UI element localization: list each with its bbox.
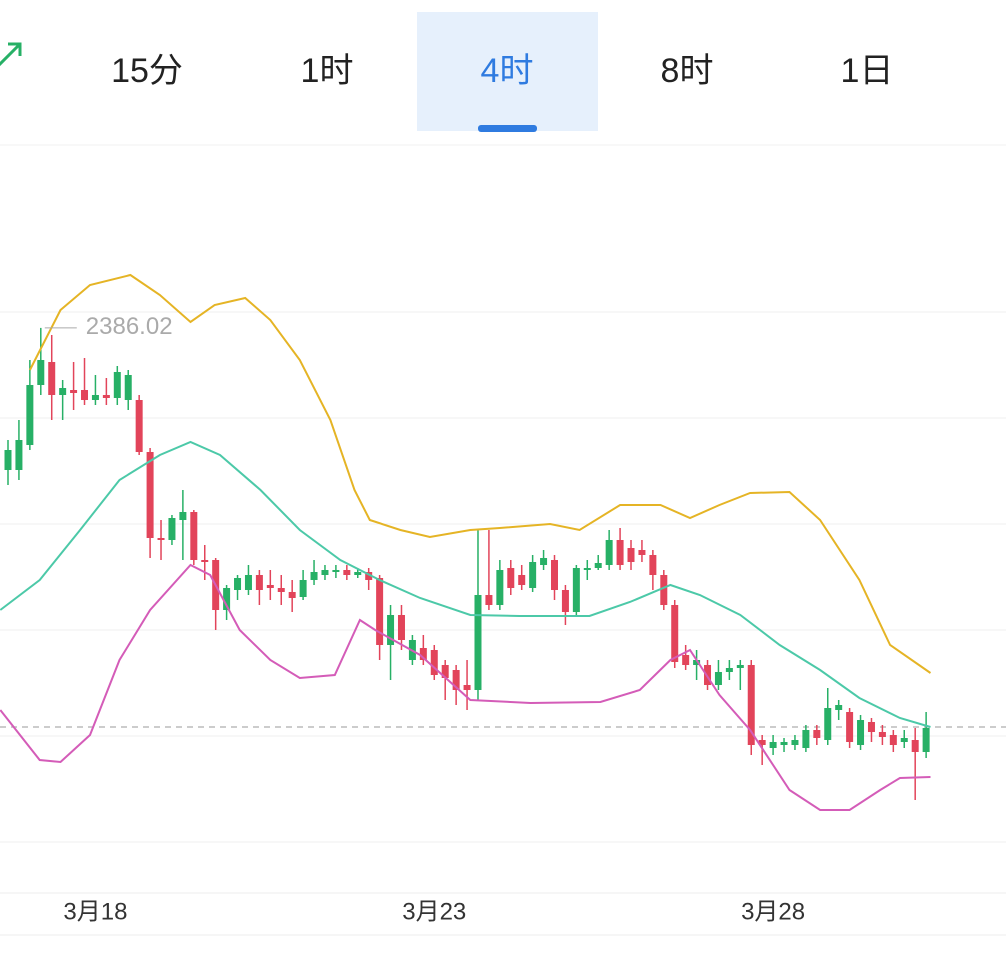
x-tick-label: 3月28 — [741, 898, 805, 925]
candle-body — [857, 720, 865, 745]
candle-body — [387, 615, 395, 645]
candle-body — [201, 560, 209, 562]
candle-body — [354, 572, 362, 575]
candle-body — [299, 580, 307, 597]
candle-body — [223, 588, 231, 610]
candle-body — [518, 575, 526, 585]
candle-body — [867, 722, 875, 732]
candle-body — [736, 665, 744, 668]
candle-body — [376, 578, 384, 645]
candle-body — [37, 360, 45, 385]
band-line — [0, 563, 931, 811]
candle-body — [551, 560, 558, 590]
candle-body — [747, 665, 755, 745]
candle-body — [135, 400, 143, 452]
candle-body — [671, 605, 679, 662]
candle-body — [321, 570, 329, 575]
candle-body — [343, 570, 351, 575]
candle-body — [824, 708, 832, 740]
candle-body — [463, 685, 471, 690]
candle-body — [365, 572, 373, 580]
candle-body — [332, 570, 340, 572]
candle-body — [758, 740, 766, 745]
candle-body — [485, 595, 493, 605]
band-line — [0, 440, 931, 728]
candle-body — [889, 735, 897, 745]
candle-body — [474, 595, 482, 690]
candle-body — [922, 728, 930, 752]
x-tick-label: 3月23 — [402, 898, 466, 925]
candle-body — [769, 742, 777, 748]
candle-body — [26, 385, 34, 445]
candle-body — [682, 655, 690, 665]
timeframe-tab[interactable]: 8时 — [661, 52, 714, 90]
candle-body — [846, 712, 854, 742]
band-line — [29, 273, 932, 674]
candle-body — [496, 570, 504, 605]
candle-body — [605, 540, 613, 565]
candle-body — [168, 518, 176, 540]
candle-body — [419, 648, 427, 660]
candle-body — [583, 568, 591, 570]
candle-body — [310, 572, 318, 580]
candle-body — [649, 555, 657, 575]
candle-body — [255, 575, 263, 590]
candle-body — [91, 395, 99, 400]
candle-body — [266, 585, 274, 588]
candle-body — [900, 738, 908, 742]
max-label: 2386.02 — [86, 313, 173, 340]
candle-body — [693, 660, 701, 665]
candle-body — [102, 395, 110, 398]
candle-body — [835, 705, 843, 710]
candle-body — [714, 672, 722, 685]
candle-body — [572, 568, 580, 612]
candle-body — [802, 730, 810, 748]
candle-body — [780, 742, 788, 745]
candle-body — [452, 670, 460, 690]
candle-body — [288, 592, 296, 598]
candle-body — [725, 668, 733, 672]
candle-body — [113, 372, 121, 398]
candle-body — [70, 390, 78, 393]
active-tab-indicator — [478, 125, 537, 132]
candle-body — [244, 575, 252, 590]
candle-body — [594, 563, 602, 568]
candle-body — [59, 388, 67, 395]
candle-body — [507, 568, 515, 588]
candle-body — [529, 562, 537, 588]
candle-body — [4, 450, 12, 470]
expand-icon[interactable] — [0, 42, 22, 67]
candle-body — [430, 650, 438, 675]
candle-body — [190, 512, 198, 560]
candle-body — [124, 375, 132, 400]
candle-body — [179, 512, 187, 520]
timeframe-tab[interactable]: 1时 — [301, 52, 354, 90]
timeframe-tab[interactable]: 4时 — [481, 52, 534, 90]
active-tab-bg — [417, 12, 598, 131]
candle-body — [15, 440, 23, 470]
candle-body — [540, 558, 548, 565]
timeframe-tab[interactable]: 1日 — [841, 52, 894, 90]
candle-body — [638, 550, 646, 555]
candle-body — [616, 540, 624, 565]
candle-body — [791, 740, 799, 745]
candle-body — [277, 588, 285, 592]
candle-body — [627, 548, 635, 562]
candle-body — [813, 730, 821, 738]
candle-body — [397, 615, 405, 640]
candle-body — [660, 575, 668, 605]
candle-body — [441, 665, 449, 678]
candle-body — [561, 590, 569, 612]
timeframe-tab[interactable]: 15分 — [111, 52, 183, 90]
candle-body — [81, 390, 89, 400]
candle-body — [48, 362, 56, 395]
candle-body — [157, 538, 165, 540]
candle-body — [146, 452, 154, 538]
x-tick-label: 3月18 — [63, 898, 127, 925]
candle-body — [234, 578, 242, 590]
candle-body — [878, 732, 886, 737]
candle-body — [911, 740, 919, 752]
